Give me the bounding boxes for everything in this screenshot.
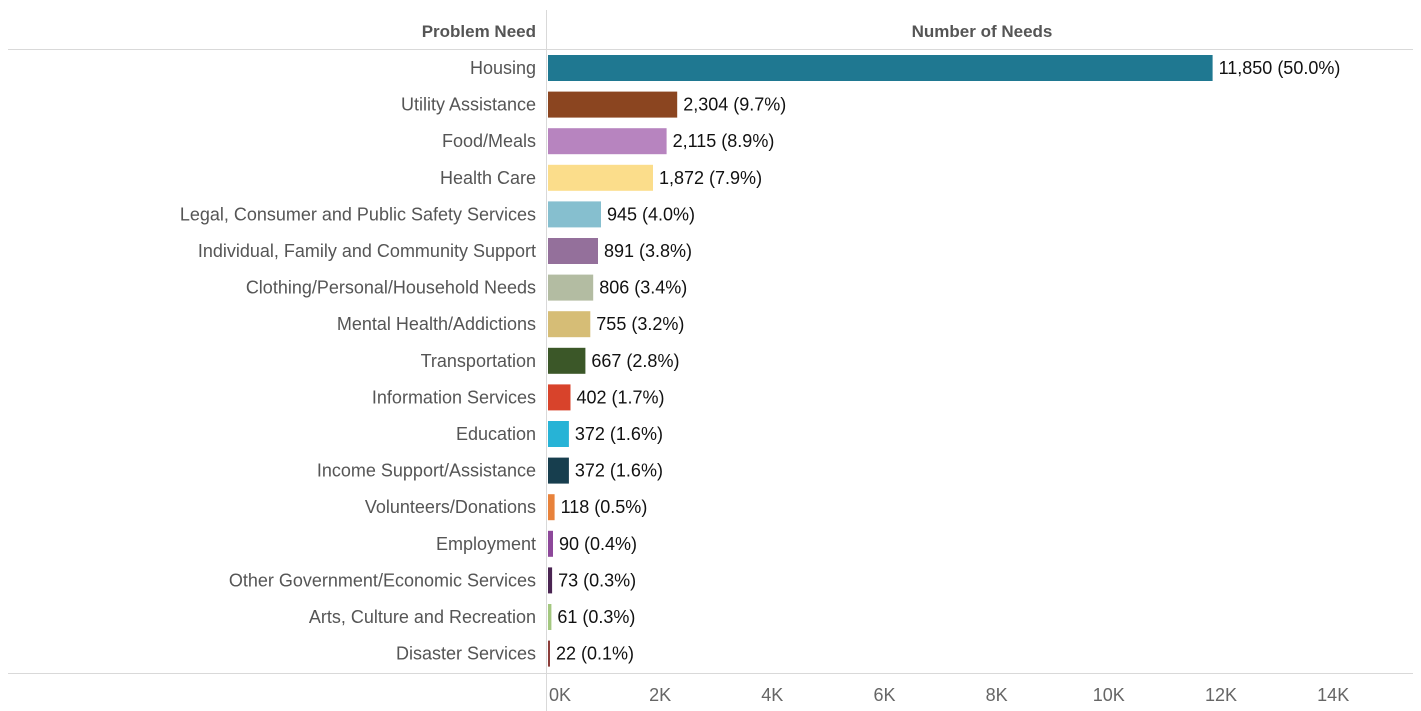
bar-row: Housing 11,850 (50.0%) bbox=[470, 55, 1340, 81]
bar-row: Health Care 1,872 (7.9%) bbox=[440, 164, 762, 191]
data-label: 945 (4.0%) bbox=[607, 204, 695, 224]
bar-row: Income Support/Assistance 372 (1.6%) bbox=[317, 457, 663, 484]
category-label: Arts, Culture and Recreation bbox=[309, 607, 536, 627]
category-label: Volunteers/Donations bbox=[365, 497, 536, 517]
data-label: 11,850 (50.0%) bbox=[1219, 58, 1341, 78]
data-label: 2,304 (9.7%) bbox=[683, 95, 786, 115]
data-label: 22 (0.1%) bbox=[556, 644, 634, 664]
bar bbox=[548, 274, 594, 301]
x-tick-label: 6K bbox=[873, 685, 895, 705]
data-label: 1,872 (7.9%) bbox=[659, 168, 762, 188]
x-axis-ticks: 0K 2K 4K 6K 8K 10K 12K 14K bbox=[549, 685, 1349, 705]
x-tick-label: 14K bbox=[1317, 685, 1349, 705]
bar bbox=[548, 128, 667, 155]
data-label: 118 (0.5%) bbox=[561, 497, 648, 517]
x-tick-label: 12K bbox=[1205, 685, 1237, 705]
bar bbox=[548, 384, 571, 411]
bar bbox=[548, 567, 553, 594]
bar bbox=[548, 55, 1213, 81]
bar-row: Volunteers/Donations 118 (0.5%) bbox=[365, 494, 648, 521]
row-header: Problem Need bbox=[422, 22, 536, 41]
category-label: Utility Assistance bbox=[401, 95, 536, 115]
bar-row: Clothing/Personal/Household Needs 806 (3.… bbox=[246, 274, 687, 301]
data-label: 372 (1.6%) bbox=[575, 424, 663, 444]
bar bbox=[548, 201, 601, 228]
data-label: 2,115 (8.9%) bbox=[673, 131, 775, 151]
category-label: Individual, Family and Community Support bbox=[198, 241, 536, 261]
bar-row: Disaster Services 22 (0.1%) bbox=[396, 640, 634, 667]
x-tick-label: 4K bbox=[761, 685, 783, 705]
bar-row: Food/Meals 2,115 (8.9%) bbox=[442, 128, 775, 155]
data-label: 755 (3.2%) bbox=[596, 314, 684, 334]
bar bbox=[548, 604, 552, 630]
bar-row: Mental Health/Addictions 755 (3.2%) bbox=[337, 311, 684, 338]
category-label: Employment bbox=[436, 534, 536, 554]
bar-row: Utility Assistance 2,304 (9.7%) bbox=[401, 91, 786, 118]
data-label: 90 (0.4%) bbox=[559, 534, 637, 554]
category-label: Education bbox=[456, 424, 536, 444]
bar bbox=[548, 494, 555, 521]
category-label: Disaster Services bbox=[396, 644, 536, 664]
bar-row: Other Government/Economic Services 73 (0.… bbox=[229, 567, 636, 594]
category-label: Other Government/Economic Services bbox=[229, 570, 536, 590]
category-label: Health Care bbox=[440, 168, 536, 188]
bar-row: Arts, Culture and Recreation 61 (0.3%) bbox=[309, 604, 635, 630]
data-label: 402 (1.7%) bbox=[577, 387, 665, 407]
data-label: 891 (3.8%) bbox=[604, 241, 692, 261]
bar-row: Employment 90 (0.4%) bbox=[436, 530, 637, 557]
category-label: Legal, Consumer and Public Safety Servic… bbox=[180, 204, 536, 224]
bar bbox=[548, 347, 586, 374]
bar bbox=[548, 91, 678, 118]
bar-row: Individual, Family and Community Support… bbox=[198, 238, 692, 264]
bar bbox=[548, 640, 550, 667]
x-tick-label: 2K bbox=[649, 685, 671, 705]
data-label: 806 (3.4%) bbox=[599, 278, 687, 298]
category-label: Income Support/Assistance bbox=[317, 461, 536, 481]
category-label: Transportation bbox=[421, 351, 536, 371]
bar bbox=[548, 164, 653, 191]
data-label: 61 (0.3%) bbox=[557, 607, 635, 627]
bar bbox=[548, 530, 553, 557]
bar bbox=[548, 311, 591, 338]
bar bbox=[548, 457, 569, 484]
category-label: Food/Meals bbox=[442, 131, 536, 151]
bar-row: Information Services 402 (1.7%) bbox=[372, 384, 665, 411]
x-tick-label: 10K bbox=[1093, 685, 1125, 705]
data-label: 372 (1.6%) bbox=[575, 461, 663, 481]
category-label: Mental Health/Addictions bbox=[337, 314, 536, 334]
bar bbox=[548, 421, 569, 447]
column-header: Number of Needs bbox=[912, 22, 1053, 41]
category-label: Housing bbox=[470, 58, 536, 78]
chart-frame bbox=[8, 10, 1413, 711]
bar-row: Education 372 (1.6%) bbox=[456, 421, 663, 447]
bar-rows: Housing 11,850 (50.0%) Utility Assistance 2… bbox=[180, 55, 1340, 667]
data-label: 73 (0.3%) bbox=[558, 570, 636, 590]
x-tick-label: 0K bbox=[549, 685, 571, 705]
data-label: 667 (2.8%) bbox=[591, 351, 679, 371]
bar-row: Legal, Consumer and Public Safety Servic… bbox=[180, 201, 695, 228]
x-tick-label: 8K bbox=[986, 685, 1008, 705]
bar bbox=[548, 238, 598, 264]
bar-row: Transportation 667 (2.8%) bbox=[421, 347, 679, 374]
category-label: Clothing/Personal/Household Needs bbox=[246, 278, 536, 298]
category-label: Information Services bbox=[372, 387, 536, 407]
